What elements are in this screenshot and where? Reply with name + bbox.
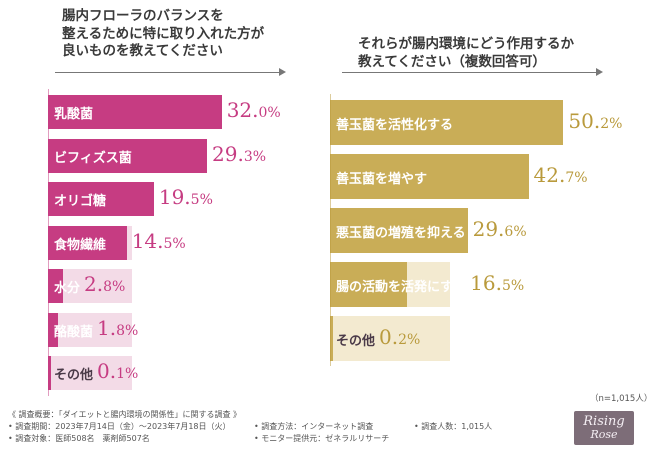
bar [48,95,222,129]
bar [48,225,127,260]
category-label: 乳酸菌 [54,107,94,122]
category-label: 酪酸菌 [54,324,94,340]
axis-line [330,94,331,366]
value-label: 14.5% [131,228,186,253]
left-question-line-3: 良いものを教えてください [62,43,223,59]
category-label: 食物繊維 [54,237,107,253]
bar [330,262,407,307]
bar [330,154,529,199]
right-question-underline [342,72,597,73]
category-label: その他 [54,368,94,383]
bar [330,316,333,361]
survey-title: 《 調査概要：「ダイエットと腸内環境の関係性」に関する調査 》 [8,410,242,419]
right-question-line-2: 教えてください（複数回答可） [358,53,546,70]
right-question-line-1: それらが腸内環境にどう作用するか [358,36,574,52]
survey-target: • 調査対象：医師508名 薬剤師507名 [8,434,150,443]
left-arrow-icon [279,68,286,76]
value-label: 42.7% [533,162,588,187]
axis-line [48,89,49,396]
category-label: 腸の活動を活発にする [336,279,467,295]
category-label: ビフィズス菌 [54,150,132,166]
left-question-line-2: 整えるために特に取り入れた方が [62,25,265,42]
rising-rose-logo: Rising Rose [574,411,634,445]
value-label: 32.0% [226,98,281,122]
category-label: 悪玉菌の増殖を抑える [336,225,466,241]
sample-size-note: （n=1,015人） [590,394,650,404]
value-label: 1.8% [97,315,139,340]
category-label: 水分 [54,281,81,296]
survey-period: • 調査期間：2023年7月14日（金）〜2023年7月18日（火） [8,422,231,431]
value-label: 2.8% [84,272,126,296]
bar [48,356,51,390]
value-label: 0.1% [97,359,139,383]
bar [330,100,564,145]
logo-line-1: Rising [583,414,625,429]
category-label: その他 [336,333,376,349]
bar [48,269,64,303]
survey-provider: • モニター提供元：ゼネラルリサーチ [254,434,390,443]
survey-method: • 調査方法：インターネット調査 [254,422,374,431]
right-question: それらが腸内環境にどう作用するか 教えてください（複数回答可） [358,36,574,71]
value-label: 16.5% [470,270,525,295]
value-label: 29.6% [472,216,527,241]
bar [48,138,208,173]
category-label: 善玉菌を増やす [336,171,428,187]
category-label: 善玉菌を活性化する [336,117,454,133]
bar-background [48,356,132,390]
bar-background [48,312,132,347]
bar [48,312,58,347]
left-question-underline [55,72,280,73]
value-label: 0.2% [379,324,421,349]
value-label: 19.5% [158,185,213,209]
bar [330,208,468,253]
value-label: 50.2% [568,108,623,133]
bar-background [330,316,450,361]
left-question-line-1: 腸内フローラのバランスを [62,8,224,24]
value-label: 29.3% [212,141,267,166]
logo-line-2: Rose [590,428,618,441]
left-question: 腸内フローラのバランスを 整えるために特に取り入れた方が 良いものを教えてくださ… [62,8,264,61]
bar [48,182,154,216]
survey-count: • 調査人数：1,015人 [414,422,493,431]
category-label: オリゴ糖 [54,194,107,209]
right-arrow-icon [596,68,603,76]
